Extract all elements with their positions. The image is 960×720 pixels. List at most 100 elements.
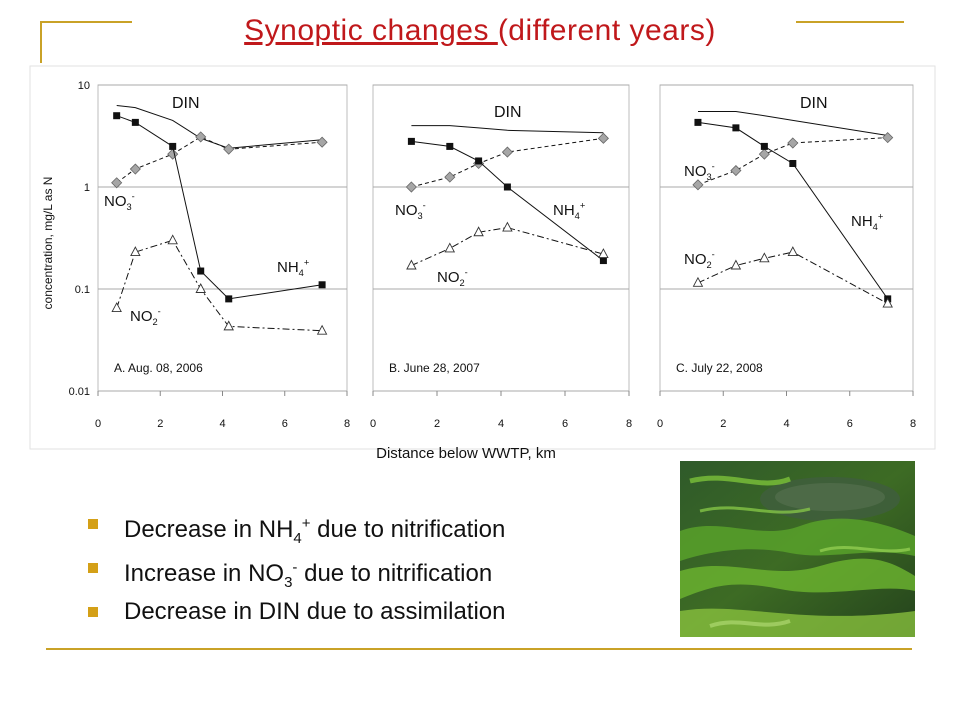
x-axis-label: Distance below WWTP, km — [376, 445, 556, 462]
data-point-triangle — [167, 234, 178, 245]
bullet-text-part: due to nitrification — [297, 560, 493, 587]
data-point-triangle — [692, 276, 704, 287]
data-point-square — [446, 142, 454, 150]
series-line — [116, 136, 323, 184]
label-no2-base: NO — [684, 251, 707, 268]
data-point-square — [169, 142, 177, 150]
x-tick-label: 6 — [562, 418, 568, 430]
x-tick-label: 8 — [626, 418, 632, 430]
x-tick-label: 4 — [783, 418, 789, 430]
nitrogen-chart-figure: 10 1 0.1 0.01 0 2 4 6 8 A. Aug. 08, 2006 0 2 4 6 8 B. J… — [29, 65, 936, 462]
data-point-triangle — [759, 252, 770, 263]
series-nh4 — [407, 137, 607, 265]
data-point-square — [131, 118, 139, 126]
data-point-diamond — [597, 132, 609, 144]
series-din — [116, 105, 323, 149]
label-no3: NO3- — [684, 162, 715, 183]
label-no2: NO2- — [437, 268, 468, 289]
label-din: DIN — [800, 95, 828, 112]
bullet-text-sub: 3 — [284, 573, 293, 591]
series-nh4 — [113, 112, 326, 303]
label-nh4: NH4+ — [553, 201, 585, 222]
series-no2 — [692, 246, 893, 308]
bullet-marker — [88, 563, 98, 573]
data-point-diamond — [111, 177, 123, 189]
label-no3: NO3- — [104, 192, 135, 213]
label-no3-sup: - — [712, 162, 715, 172]
label-no2-base: NO — [437, 269, 460, 286]
data-point-square — [732, 124, 740, 132]
bullet-marker — [88, 519, 98, 529]
series-no2 — [111, 234, 328, 335]
bullet-text: Increase in NO3- due to nitrification — [124, 559, 493, 591]
data-point-square — [197, 267, 205, 275]
x-tick-label: 2 — [434, 418, 440, 430]
bullet-text-part: Decrease in NH — [124, 516, 294, 543]
aquatic-plants-photo — [680, 461, 915, 637]
data-point-square — [113, 112, 121, 120]
label-no2-sub: 2 — [707, 260, 712, 270]
x-tick-label: 8 — [344, 418, 350, 430]
data-point-diamond — [195, 131, 207, 143]
x-tick-label: 2 — [157, 418, 163, 430]
data-point-square — [225, 295, 233, 303]
bullet-text-sup: - — [292, 559, 298, 576]
top-left-rule — [40, 21, 132, 23]
label-no3-base: NO — [104, 193, 127, 210]
y-tick-label: 0.01 — [69, 386, 90, 398]
data-point-diamond — [692, 179, 704, 191]
label-nh4-base: NH — [277, 259, 299, 276]
label-nh4-sub: 4 — [299, 268, 304, 278]
y-tick-label: 0.1 — [75, 284, 90, 296]
series-no2 — [406, 221, 609, 270]
series-line — [698, 111, 888, 136]
label-no2-sup: - — [465, 268, 468, 278]
label-nh4-base: NH — [851, 213, 873, 230]
series-din — [698, 111, 888, 136]
x-tick-label: 0 — [95, 418, 101, 430]
data-point-triangle — [444, 242, 456, 253]
x-tick-label: 0 — [657, 418, 663, 430]
x-tick-label: 6 — [282, 418, 288, 430]
bullet-list: Decrease in NH4+ due to nitrification In… — [88, 502, 506, 634]
label-no2-sub: 2 — [460, 278, 465, 288]
data-point-triangle — [473, 226, 484, 237]
data-point-triangle — [882, 297, 893, 308]
label-no2-sup: - — [712, 250, 715, 260]
label-no3-sub: 3 — [127, 202, 132, 212]
data-point-diamond — [787, 137, 799, 149]
data-point-triangle — [598, 248, 609, 259]
panel-a: 10 1 0.1 0.01 0 2 4 6 8 A. Aug. 08, 2006 — [69, 80, 350, 430]
series-line — [116, 239, 323, 332]
bullet-item: Increase in NO3- due to nitrification — [88, 546, 506, 591]
x-tick-label: 4 — [498, 418, 504, 430]
y-tick-label: 10 — [78, 80, 90, 92]
data-point-square — [760, 142, 768, 150]
title-rest: (different years) — [497, 14, 716, 47]
label-nh4-sup: + — [304, 258, 309, 268]
bullet-text: Decrease in DIN due to assimilation — [124, 598, 506, 625]
label-no3-base: NO — [395, 202, 418, 219]
label-nh4-sup: + — [580, 201, 585, 211]
bullet-text-part: due to nitrification — [310, 516, 506, 543]
data-point-triangle — [130, 246, 141, 257]
data-point-square — [407, 137, 415, 145]
label-no3-sup: - — [423, 201, 426, 211]
bullet-text-sup: + — [301, 515, 311, 532]
label-no3-sub: 3 — [707, 172, 712, 182]
x-tick-label: 6 — [847, 418, 853, 430]
series-din — [411, 125, 604, 134]
series-no3 — [692, 132, 894, 191]
panel-annotation: C. July 22, 2008 — [676, 361, 763, 375]
label-no2-base: NO — [130, 308, 153, 325]
data-point-diamond — [501, 146, 513, 158]
data-point-square — [694, 118, 702, 126]
label-no3: NO3- — [395, 201, 426, 222]
x-tick-label: 4 — [219, 418, 225, 430]
y-axis-label: concentration, mg/L as N — [41, 177, 55, 310]
data-point-square — [789, 159, 797, 167]
data-point-square — [318, 281, 326, 289]
data-point-diamond — [758, 148, 770, 160]
label-no3-base: NO — [684, 163, 707, 180]
data-point-triangle — [223, 320, 234, 331]
